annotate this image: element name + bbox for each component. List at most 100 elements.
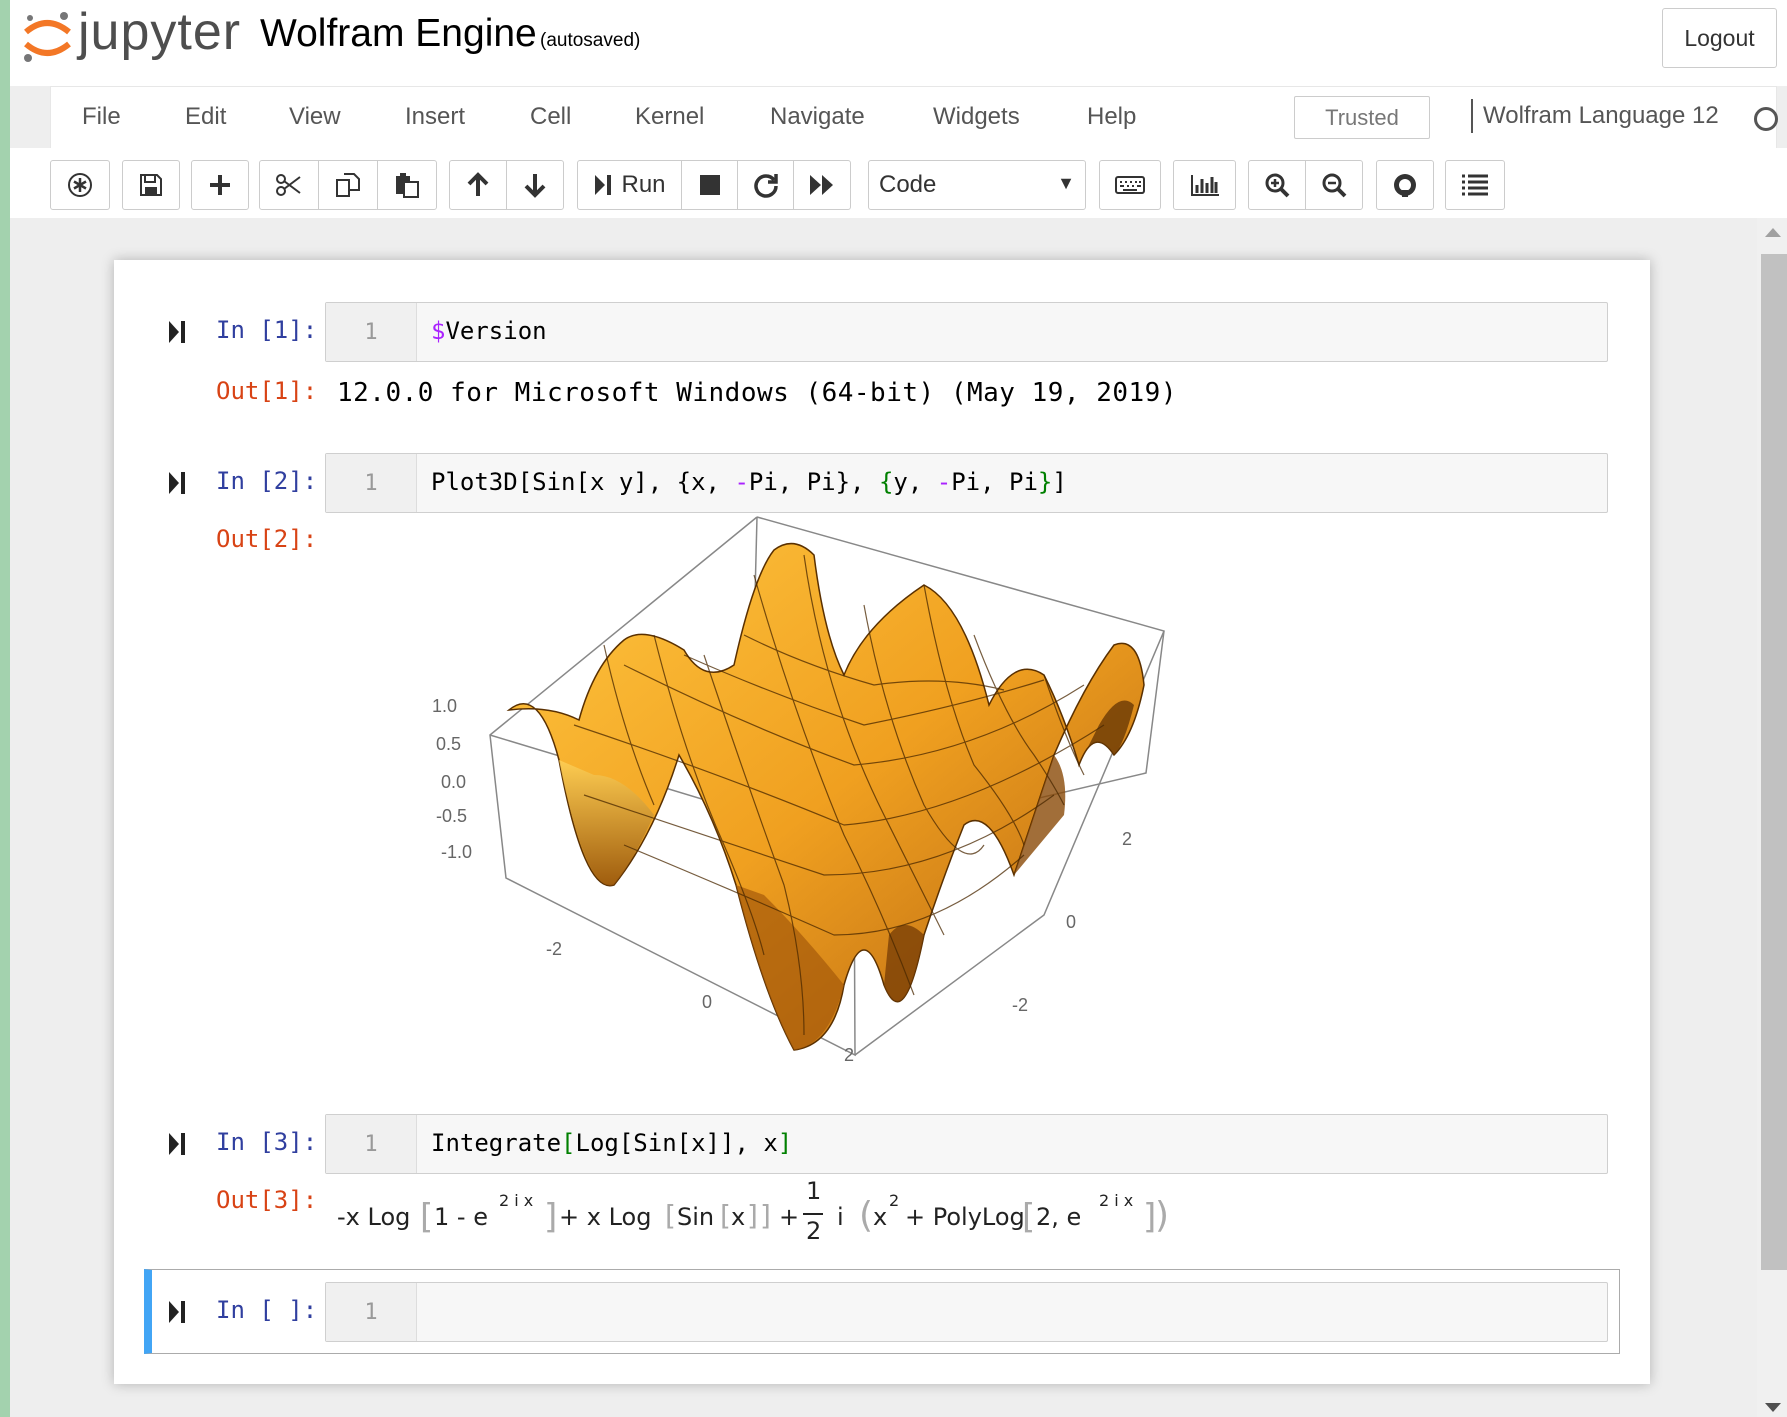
zoom-in-button[interactable] xyxy=(1248,160,1306,210)
code-token: Plot3D[Sin[x y], {x, xyxy=(431,468,735,496)
in-prompt: In [1]: xyxy=(216,316,318,344)
move-down-icon xyxy=(524,174,546,198)
code-token: ] xyxy=(1052,468,1067,496)
code-token: { xyxy=(878,468,894,496)
github-button[interactable] xyxy=(1376,160,1434,210)
code-token: y, xyxy=(893,468,937,496)
cell-type-select[interactable]: Code ▼ xyxy=(868,160,1086,210)
code-token: Log[Sin[x]], x xyxy=(575,1129,778,1157)
zoom-out-button[interactable] xyxy=(1305,160,1363,210)
code-input[interactable]: 1 Integrate[Log[Sin[x]], x] xyxy=(325,1114,1608,1174)
x-tick-label: -2 xyxy=(546,939,562,959)
output-text: 12.0.0 for Microsoft Windows (64-bit) (M… xyxy=(337,378,1177,408)
code-token: ] xyxy=(777,1129,793,1157)
math-term: i xyxy=(837,1203,844,1231)
notebook-container: In [1]: 1 $Version Out[1]: 12.0.0 for Mi… xyxy=(114,260,1650,1384)
math-denominator: 2 xyxy=(806,1217,822,1245)
trusted-badge[interactable]: Trusted xyxy=(1294,96,1430,139)
menu-kernel[interactable]: Kernel xyxy=(635,103,705,130)
math-bracket: [ xyxy=(420,1197,434,1237)
menu-edit[interactable]: Edit xyxy=(185,103,227,130)
jupyter-wordmark[interactable]: jupyter xyxy=(78,3,242,61)
menu-file[interactable]: File xyxy=(82,103,121,130)
list-icon xyxy=(1462,174,1488,196)
cell-run-indicator-icon[interactable] xyxy=(168,320,188,344)
toc-button[interactable] xyxy=(1445,160,1505,210)
code-input[interactable]: 1 Plot3D[Sin[x y], {x, -Pi, Pi}, {y, -Pi… xyxy=(325,453,1608,513)
github-icon xyxy=(1394,174,1416,197)
scrollbar-thumb[interactable] xyxy=(1761,254,1787,1270)
code-token: Version xyxy=(445,317,547,345)
math-term: + x Log xyxy=(559,1203,652,1231)
left-edge-strip xyxy=(0,0,10,1417)
cut-button[interactable] xyxy=(259,160,319,210)
x-tick-label: 0 xyxy=(702,992,712,1012)
code-token: - xyxy=(734,468,749,496)
math-term: x xyxy=(731,1203,746,1231)
run-button[interactable]: Run xyxy=(577,160,682,210)
y-tick-label: -2 xyxy=(1012,995,1028,1015)
logout-button[interactable]: Logout xyxy=(1662,8,1777,68)
code-text[interactable]: Integrate[Log[Sin[x]], x] xyxy=(431,1129,792,1157)
scroll-down-arrow-icon[interactable] xyxy=(1765,1403,1781,1412)
math-bracket: [ xyxy=(1022,1197,1036,1237)
move-up-button[interactable] xyxy=(449,160,507,210)
restart-button[interactable] xyxy=(737,160,794,210)
math-numerator: 1 xyxy=(806,1177,822,1205)
stop-button[interactable] xyxy=(681,160,738,210)
math-term: -x Log xyxy=(337,1203,411,1231)
cell-type-value: Code xyxy=(879,171,937,198)
cell-run-indicator-icon[interactable] xyxy=(168,471,188,495)
math-term: + xyxy=(779,1203,800,1231)
code-token: Pi, Pi xyxy=(951,468,1038,496)
cell-run-indicator-icon[interactable] xyxy=(168,1132,188,1156)
copy-button[interactable] xyxy=(318,160,378,210)
code-text[interactable]: Plot3D[Sin[x y], {x, -Pi, Pi}, {y, -Pi, … xyxy=(431,468,1067,496)
menu-cell[interactable]: Cell xyxy=(530,103,572,130)
math-bracket: [ xyxy=(720,1199,731,1232)
code-input[interactable]: 1 xyxy=(325,1282,1608,1342)
notebook-name[interactable]: Wolfram Engine xyxy=(260,12,537,55)
kernel-name[interactable]: Wolfram Language 12 xyxy=(1471,99,1719,133)
menu-navigate[interactable]: Navigate xyxy=(770,103,865,130)
scroll-up-arrow-icon[interactable] xyxy=(1765,228,1781,237)
paste-button[interactable] xyxy=(377,160,437,210)
move-up-icon xyxy=(467,172,489,196)
out-prompt: Out[3]: xyxy=(216,1186,318,1214)
y-tick-label: 0 xyxy=(1066,912,1076,932)
stop-icon xyxy=(699,175,720,195)
in-prompt: In [2]: xyxy=(216,467,318,495)
run-label: Run xyxy=(621,171,666,198)
run-all-button[interactable] xyxy=(793,160,851,210)
menu-insert[interactable]: Insert xyxy=(405,103,466,130)
selected-cell[interactable] xyxy=(144,1269,1620,1354)
jupyter-logo-icon[interactable] xyxy=(20,8,75,66)
move-down-button[interactable] xyxy=(506,160,564,210)
chart-button[interactable] xyxy=(1173,160,1236,210)
math-term: + PolyLog xyxy=(905,1203,1025,1231)
code-input[interactable]: 1 $Version xyxy=(325,302,1608,362)
math-bracket: ] xyxy=(1143,1197,1157,1237)
code-token: Pi, Pi}, xyxy=(748,468,879,496)
command-palette-button[interactable] xyxy=(50,160,110,210)
math-superscript: 2 i x xyxy=(499,1191,534,1210)
z-tick-label: -1.0 xyxy=(441,842,472,862)
add-cell-button[interactable] xyxy=(191,160,249,210)
menu-view[interactable]: View xyxy=(289,103,341,130)
zoom-out-icon xyxy=(1322,173,1347,198)
math-bracket: ] xyxy=(760,1199,771,1232)
line-number: 1 xyxy=(326,303,417,361)
code-text[interactable]: $Version xyxy=(431,317,547,345)
menu-widgets[interactable]: Widgets xyxy=(933,103,1020,130)
vertical-scrollbar[interactable] xyxy=(1757,218,1787,1417)
line-number: 1 xyxy=(326,1283,417,1341)
code-token: Integrate xyxy=(431,1129,562,1157)
cell-run-indicator-icon[interactable] xyxy=(168,1300,188,1324)
add-icon xyxy=(210,175,230,195)
menu-help[interactable]: Help xyxy=(1087,103,1137,130)
cut-icon xyxy=(276,174,301,196)
math-bracket: ] xyxy=(747,1199,758,1232)
save-button[interactable] xyxy=(122,160,180,210)
keyboard-shortcuts-button[interactable] xyxy=(1099,160,1161,210)
math-bracket: [ xyxy=(665,1199,676,1232)
